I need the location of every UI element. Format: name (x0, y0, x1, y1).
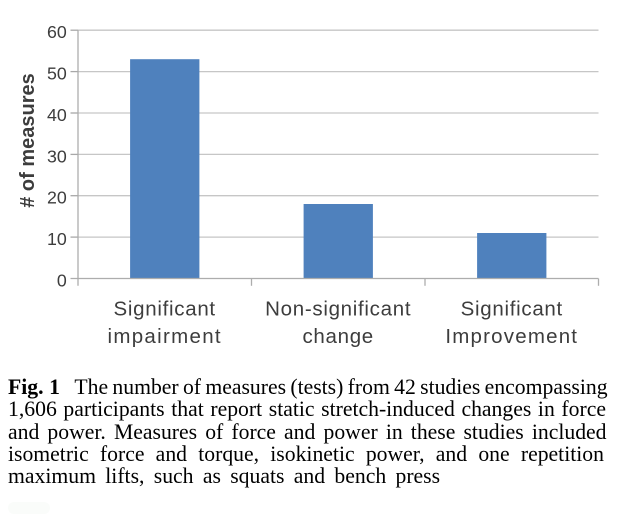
svg-text:0: 0 (57, 270, 67, 290)
svg-text:60: 60 (47, 22, 67, 42)
svg-text:Non-significant: Non-significant (265, 298, 411, 321)
svg-text:50: 50 (47, 64, 67, 84)
svg-text:impairment: impairment (108, 325, 222, 348)
svg-text:40: 40 (47, 105, 67, 125)
svg-text:# of measures: # of measures (17, 73, 39, 208)
svg-text:20: 20 (47, 188, 67, 208)
svg-text:Significant: Significant (114, 298, 216, 321)
svg-text:30: 30 (47, 146, 67, 166)
svg-text:change: change (302, 325, 373, 348)
svg-text:Significant: Significant (461, 298, 563, 321)
svg-text:10: 10 (47, 229, 67, 249)
svg-text:Improvement: Improvement (445, 325, 578, 348)
